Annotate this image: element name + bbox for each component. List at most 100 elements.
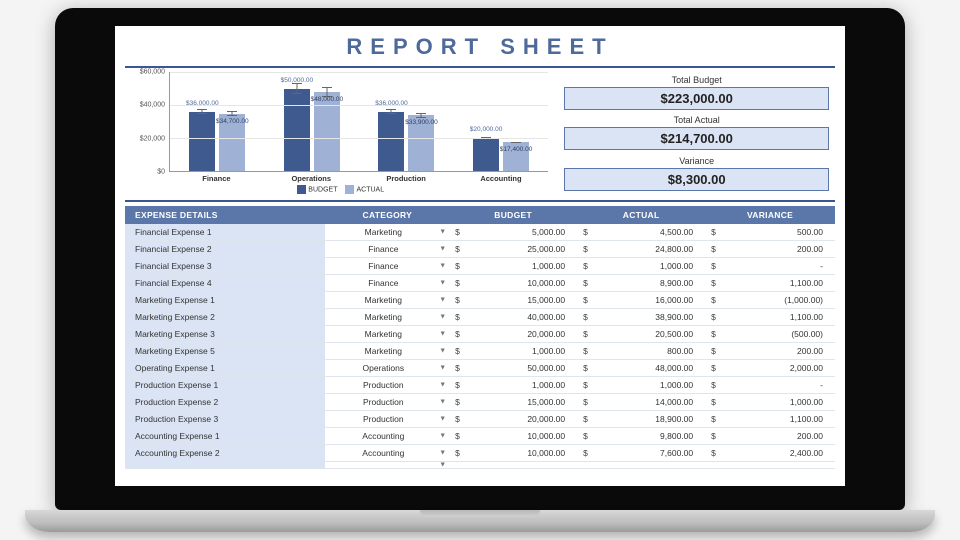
chevron-down-icon[interactable]: ▼ [439, 365, 446, 372]
chevron-down-icon[interactable]: ▼ [439, 462, 446, 469]
cell-budget[interactable]: 10,000.00 [466, 275, 577, 292]
cell-expense-name[interactable]: Marketing Expense 1 [125, 292, 325, 309]
currency-symbol: $ [577, 428, 594, 445]
cell-category-dropdown[interactable]: Finance▼ [325, 258, 449, 275]
cell-actual[interactable]: 4,500.00 [594, 224, 705, 241]
currency-symbol: $ [449, 377, 466, 394]
cell-category-dropdown[interactable]: Marketing▼ [325, 309, 449, 326]
cell-budget[interactable]: 1,000.00 [466, 343, 577, 360]
cell-variance[interactable]: 200.00 [722, 428, 835, 445]
cell-expense-name[interactable]: Marketing Expense 5 [125, 343, 325, 360]
chevron-down-icon[interactable]: ▼ [439, 416, 446, 423]
col-variance[interactable]: VARIANCE [705, 206, 835, 224]
cell-budget[interactable]: 20,000.00 [466, 326, 577, 343]
cell-budget[interactable]: 20,000.00 [466, 411, 577, 428]
cell-category-dropdown[interactable]: Finance▼ [325, 241, 449, 258]
cell-actual[interactable]: 8,900.00 [594, 275, 705, 292]
cell-category-dropdown[interactable]: Production▼ [325, 377, 449, 394]
cell-expense-name[interactable]: Financial Expense 4 [125, 275, 325, 292]
cell-budget[interactable]: 40,000.00 [466, 309, 577, 326]
cell-actual[interactable]: 18,900.00 [594, 411, 705, 428]
chevron-down-icon[interactable]: ▼ [439, 348, 446, 355]
cell-expense-name[interactable]: Production Expense 3 [125, 411, 325, 428]
cell-category-dropdown[interactable]: Finance▼ [325, 275, 449, 292]
cell-variance[interactable]: 500.00 [722, 224, 835, 241]
cell-expense-name[interactable]: Accounting Expense 2 [125, 445, 325, 462]
cell-variance[interactable]: (500.00) [722, 326, 835, 343]
cell-variance[interactable]: - [722, 258, 835, 275]
cell-variance[interactable]: 1,100.00 [722, 309, 835, 326]
table-row: Operating Expense 1Operations▼$50,000.00… [125, 360, 835, 377]
cell-category-dropdown[interactable]: Production▼ [325, 411, 449, 428]
chevron-down-icon[interactable]: ▼ [439, 246, 446, 253]
chart-bar-group: $20,000.00$17,400.00 [454, 72, 549, 171]
cell-variance[interactable]: 1,100.00 [722, 275, 835, 292]
col-budget[interactable]: BUDGET [449, 206, 577, 224]
cell-variance[interactable]: (1,000.00) [722, 292, 835, 309]
cell-actual[interactable]: 24,800.00 [594, 241, 705, 258]
cell-category-dropdown[interactable]: Marketing▼ [325, 343, 449, 360]
cell-expense-name[interactable]: Production Expense 2 [125, 394, 325, 411]
chevron-down-icon[interactable]: ▼ [439, 297, 446, 304]
cell-expense-name[interactable]: Financial Expense 2 [125, 241, 325, 258]
chevron-down-icon[interactable]: ▼ [439, 263, 446, 270]
cell-actual[interactable]: 1,000.00 [594, 258, 705, 275]
cell-expense-name[interactable]: Marketing Expense 3 [125, 326, 325, 343]
cell-category-dropdown[interactable]: Accounting▼ [325, 445, 449, 462]
chevron-down-icon[interactable]: ▼ [439, 331, 446, 338]
cell-budget[interactable]: 50,000.00 [466, 360, 577, 377]
chart-bar-budget: $36,000.00 [378, 112, 404, 171]
cell-budget[interactable]: 15,000.00 [466, 292, 577, 309]
cell-expense-name[interactable]: Financial Expense 1 [125, 224, 325, 241]
cell-variance[interactable]: 200.00 [722, 241, 835, 258]
cell-variance[interactable]: 1,100.00 [722, 411, 835, 428]
table-row: Marketing Expense 3Marketing▼$20,000.00$… [125, 326, 835, 343]
chevron-down-icon[interactable]: ▼ [439, 433, 446, 440]
cell-category-dropdown[interactable]: Operations▼ [325, 360, 449, 377]
cell-category-dropdown[interactable]: Marketing▼ [325, 292, 449, 309]
cell-category-dropdown[interactable]: Accounting▼ [325, 428, 449, 445]
cell-variance[interactable]: 1,000.00 [722, 394, 835, 411]
cell-variance[interactable]: - [722, 377, 835, 394]
cell-budget[interactable]: 25,000.00 [466, 241, 577, 258]
cell-actual[interactable]: 7,600.00 [594, 445, 705, 462]
cell-variance[interactable]: 2,000.00 [722, 360, 835, 377]
chevron-down-icon[interactable]: ▼ [439, 399, 446, 406]
cell-expense-name[interactable]: Marketing Expense 2 [125, 309, 325, 326]
cell-budget[interactable]: 10,000.00 [466, 428, 577, 445]
cell-actual[interactable]: 9,800.00 [594, 428, 705, 445]
chevron-down-icon[interactable]: ▼ [439, 229, 446, 236]
screen: REPORT SHEET $0$20,000$40,000$60,000 $36… [115, 26, 845, 486]
cell-budget[interactable]: 10,000.00 [466, 445, 577, 462]
cell-expense-name[interactable]: Financial Expense 3 [125, 258, 325, 275]
cell-actual[interactable]: 1,000.00 [594, 377, 705, 394]
cell-category-dropdown[interactable]: Marketing▼ [325, 326, 449, 343]
cell-budget[interactable]: 1,000.00 [466, 258, 577, 275]
col-actual[interactable]: ACTUAL [577, 206, 705, 224]
cell-actual[interactable]: 800.00 [594, 343, 705, 360]
col-category[interactable]: CATEGORY [325, 206, 449, 224]
cell-expense-name[interactable]: Production Expense 1 [125, 377, 325, 394]
cell-budget[interactable]: 1,000.00 [466, 377, 577, 394]
cell-category-dropdown[interactable]: Production▼ [325, 394, 449, 411]
cell-expense-name[interactable]: Operating Expense 1 [125, 360, 325, 377]
chevron-down-icon[interactable]: ▼ [439, 314, 446, 321]
col-expense-details[interactable]: EXPENSE DETAILS [125, 206, 325, 224]
cell-variance[interactable]: 200.00 [722, 343, 835, 360]
cell-actual[interactable]: 38,900.00 [594, 309, 705, 326]
chevron-down-icon[interactable]: ▼ [439, 382, 446, 389]
chevron-down-icon[interactable]: ▼ [439, 280, 446, 287]
chevron-down-icon[interactable]: ▼ [439, 450, 446, 457]
cell-expense-name[interactable]: Accounting Expense 1 [125, 428, 325, 445]
cell-category-dropdown[interactable]: ▼ [325, 462, 449, 469]
cell-category-dropdown[interactable]: Marketing▼ [325, 224, 449, 241]
currency-symbol: $ [577, 394, 594, 411]
cell-actual[interactable]: 48,000.00 [594, 360, 705, 377]
cell-actual[interactable]: 20,500.00 [594, 326, 705, 343]
cell-actual[interactable]: 14,000.00 [594, 394, 705, 411]
cell-expense-name[interactable] [125, 462, 325, 469]
cell-actual[interactable]: 16,000.00 [594, 292, 705, 309]
cell-variance[interactable]: 2,400.00 [722, 445, 835, 462]
cell-budget[interactable]: 15,000.00 [466, 394, 577, 411]
cell-budget[interactable]: 5,000.00 [466, 224, 577, 241]
